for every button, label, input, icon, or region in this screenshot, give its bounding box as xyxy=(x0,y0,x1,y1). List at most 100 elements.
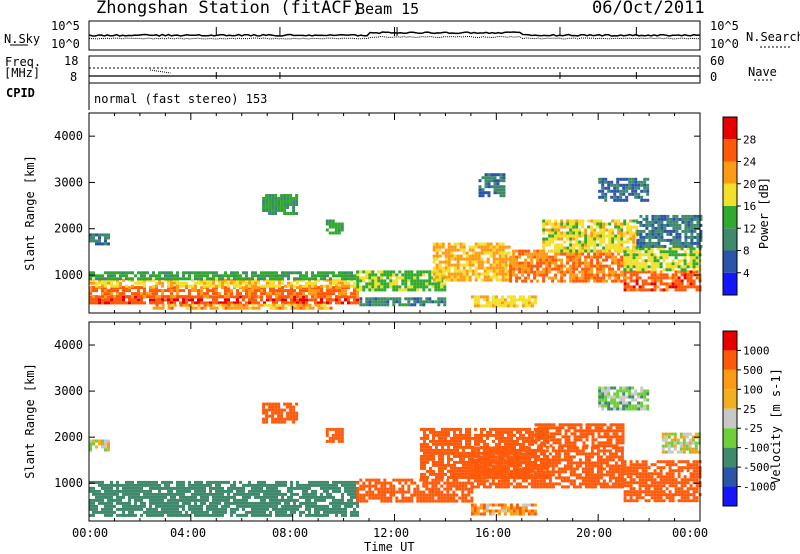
heatmap-cell xyxy=(176,483,179,487)
heatmap-cell xyxy=(551,249,555,253)
heatmap-cell xyxy=(272,298,275,302)
heatmap-cell xyxy=(608,231,612,235)
heatmap-cell xyxy=(425,496,429,500)
heatmap-cell xyxy=(474,427,477,431)
heatmap-cell xyxy=(317,286,320,290)
heatmap-cell xyxy=(98,239,101,243)
heatmap-cell xyxy=(639,244,643,248)
heatmap-cell xyxy=(504,436,507,440)
heatmap-cell xyxy=(629,237,633,241)
heatmap-cell xyxy=(443,297,447,301)
heatmap-cell xyxy=(497,461,501,465)
heatmap-cell xyxy=(632,250,636,254)
heatmap-cell xyxy=(479,479,483,483)
heatmap-cell xyxy=(119,498,122,502)
heatmap-cell xyxy=(482,452,486,456)
heatmap-cell xyxy=(92,486,95,490)
heatmap-cell xyxy=(623,282,627,286)
heatmap-cell xyxy=(251,298,254,302)
heatmap-cell xyxy=(525,430,528,434)
heatmap-cell xyxy=(509,258,513,262)
heatmap-cell xyxy=(501,248,505,252)
heatmap-cell xyxy=(629,262,633,266)
heatmap-cell xyxy=(647,288,651,292)
heatmap-cell xyxy=(280,194,284,197)
heatmap-cell xyxy=(335,295,338,299)
heatmap-cell xyxy=(326,513,329,517)
heatmap-cell xyxy=(383,288,387,292)
heatmap-cell xyxy=(474,257,478,261)
heatmap-cell xyxy=(479,476,483,480)
heatmap-cell xyxy=(280,420,284,424)
heatmap-cell xyxy=(483,266,487,270)
heatmap-cell xyxy=(608,264,612,268)
heatmap-cell xyxy=(602,258,606,262)
heatmap-cell xyxy=(116,295,119,299)
heatmap-cell xyxy=(509,276,513,280)
heatmap-cell xyxy=(161,289,164,293)
heatmap-cell xyxy=(496,191,500,195)
heatmap-cell xyxy=(173,507,176,511)
heatmap-cell xyxy=(374,288,378,292)
heatmap-cell xyxy=(401,484,405,488)
heatmap-cell xyxy=(271,411,275,415)
heatmap-cell xyxy=(284,510,287,514)
heatmap-cell xyxy=(287,303,291,307)
heatmap-cell xyxy=(104,489,107,493)
heatmap-cell xyxy=(197,513,200,517)
heatmap-cell xyxy=(107,483,110,487)
heatmap-cell xyxy=(398,303,402,307)
heatmap-cell xyxy=(428,282,432,286)
heatmap-cell xyxy=(557,249,561,253)
heatmap-cell xyxy=(95,233,98,237)
heatmap-cell xyxy=(672,241,676,245)
heatmap-cell xyxy=(212,495,215,499)
heatmap-cell xyxy=(113,498,116,502)
heatmap-cell xyxy=(299,301,302,305)
heatmap-cell xyxy=(641,247,645,251)
heatmap-cell xyxy=(332,483,335,487)
heatmap-cell xyxy=(389,285,393,289)
heatmap-cell xyxy=(626,276,630,280)
heatmap-cell xyxy=(692,285,696,289)
heatmap-cell xyxy=(338,504,341,508)
heatmap-cell xyxy=(257,507,260,511)
heatmap-cell xyxy=(158,486,161,490)
heatmap-cell xyxy=(299,510,302,514)
heatmap-cell xyxy=(668,250,672,254)
heatmap-cell xyxy=(491,446,495,450)
heatmap-cell xyxy=(465,269,469,273)
heatmap-cell xyxy=(260,274,263,278)
heatmap-cell xyxy=(443,288,447,292)
heatmap-cell xyxy=(293,271,296,275)
heatmap-cell xyxy=(497,449,501,453)
heatmap-cell xyxy=(155,289,158,293)
heatmap-cell xyxy=(104,513,107,517)
heatmap-cell xyxy=(314,298,317,302)
heatmap-cell xyxy=(155,483,158,487)
heatmap-cell xyxy=(456,454,459,458)
heatmap-cell xyxy=(651,244,655,248)
heatmap-cell xyxy=(545,243,549,247)
heatmap-cell xyxy=(98,492,101,496)
heatmap-cell xyxy=(494,461,498,465)
heatmap-cell xyxy=(563,246,567,250)
heatmap-cell xyxy=(438,248,442,252)
heatmap-cell xyxy=(496,179,500,183)
heatmap-cell xyxy=(428,300,432,304)
heatmap-cell xyxy=(444,451,447,455)
heatmap-cell xyxy=(224,295,227,299)
heatmap-cell xyxy=(496,185,500,189)
heatmap-cell xyxy=(292,197,296,200)
heatmap-cell xyxy=(380,499,384,503)
cpid-text: normal (fast stereo) 153 xyxy=(94,92,268,106)
heatmap-cell xyxy=(325,427,329,431)
heatmap-cell xyxy=(230,501,233,505)
heatmap-cell xyxy=(499,191,503,195)
heatmap-cell xyxy=(389,493,393,497)
heatmap-cell xyxy=(383,487,387,491)
heatmap-cell xyxy=(128,510,131,514)
heatmap-cell xyxy=(269,486,272,490)
heatmap-cell xyxy=(438,260,442,264)
heatmap-cell xyxy=(398,478,402,482)
